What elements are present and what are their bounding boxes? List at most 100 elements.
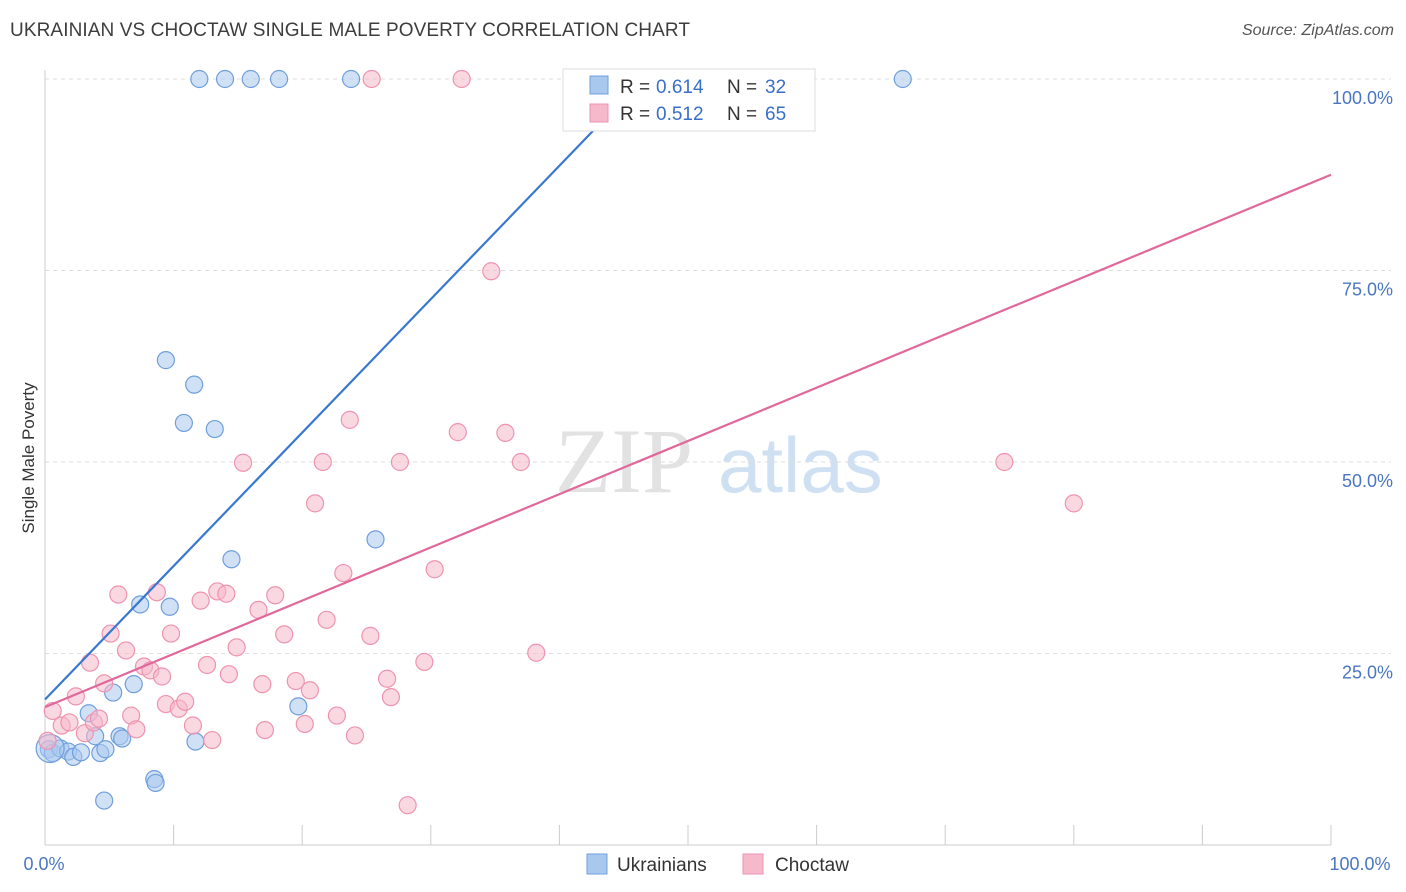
choctaw-point-23 xyxy=(183,716,202,735)
choctaw-point-57 xyxy=(482,262,501,281)
choctaw-point-43 xyxy=(327,706,347,725)
ukrainians-point-5 xyxy=(71,743,91,762)
y-tick-label-2: 75.0% xyxy=(1342,280,1393,300)
ukrainians-point-17 xyxy=(146,773,165,793)
x-tick-label-max: 100.0% xyxy=(1329,854,1390,874)
y-tick-label-0: 25.0% xyxy=(1342,663,1393,683)
choctaw-point-63 xyxy=(1064,494,1083,513)
ukrainians-legend-icon xyxy=(586,853,608,875)
legend-r-label-ukrainians: R = xyxy=(620,77,650,98)
correlation-legend: R = 0.614 N = 32 R = 0.512 N = 65 xyxy=(562,68,816,132)
ukrainians-point-9 xyxy=(96,740,115,759)
ukrainians-point-30 xyxy=(341,69,361,89)
choctaw-point-42 xyxy=(317,610,336,629)
choctaw-point-12 xyxy=(116,641,136,660)
legend-n-label-ukrainians: N = xyxy=(727,77,757,98)
choctaw-point-28 xyxy=(217,584,236,603)
ukrainians-point-24 xyxy=(205,419,224,439)
choctaw-point-25 xyxy=(197,655,217,675)
choctaw-point-52 xyxy=(398,796,417,815)
ukrainians-point-15 xyxy=(131,595,150,614)
choctaw-point-40 xyxy=(305,494,325,513)
choctaw-point-31 xyxy=(233,453,253,472)
y-tick-label-3: 100.0% xyxy=(1332,88,1393,108)
choctaw-point-6 xyxy=(80,653,100,672)
choctaw-point-11 xyxy=(109,585,128,604)
choctaw-point-60 xyxy=(527,643,546,662)
choctaw-point-54 xyxy=(425,560,444,579)
watermark: ZIP atlas xyxy=(555,410,883,512)
choctaw-point-49 xyxy=(377,669,397,688)
choctaw-point-47 xyxy=(361,626,380,645)
choctaw-point-17 xyxy=(147,583,166,602)
ukrainians-point-26 xyxy=(222,550,241,569)
choctaw-point-29 xyxy=(219,665,238,684)
ukrainians-point-29 xyxy=(289,697,308,716)
legend-label-ukrainians: Ukrainians xyxy=(617,855,707,876)
choctaw-point-59 xyxy=(511,452,530,472)
choctaw-point-48 xyxy=(362,69,381,89)
x-tick-label-min: 0.0% xyxy=(23,854,64,874)
watermark-atlas: atlas xyxy=(718,421,883,509)
y-tick-labels: 25.0% 50.0% 75.0% 100.0% xyxy=(1332,88,1393,683)
ukrainians-point-25 xyxy=(215,69,235,89)
ukrainians-point-10 xyxy=(95,791,114,810)
choctaw-point-34 xyxy=(255,720,275,740)
choctaw-point-46 xyxy=(345,726,365,745)
choctaw-point-50 xyxy=(381,688,401,707)
ukrainians-point-21 xyxy=(185,375,204,394)
choctaw-point-10 xyxy=(101,624,120,643)
choctaw-trend-line xyxy=(44,173,1332,709)
ukrainians-point-32 xyxy=(893,69,912,89)
choctaw-point-56 xyxy=(452,69,471,89)
ukrainians-swatch-icon xyxy=(589,75,609,95)
gridlines xyxy=(45,78,1391,654)
choctaw-point-51 xyxy=(390,452,410,472)
ukrainians-point-22 xyxy=(186,732,205,751)
legend-n-value-choctaw: 65 xyxy=(765,104,786,125)
choctaw-point-18 xyxy=(152,667,172,686)
choctaw-point-45 xyxy=(340,410,359,429)
choctaw-point-20 xyxy=(161,624,181,643)
choctaw-point-36 xyxy=(275,625,294,644)
chart-title: UKRAINIAN VS CHOCTAW SINGLE MALE POVERTY… xyxy=(10,20,691,41)
choctaw-point-58 xyxy=(496,423,515,442)
ukrainians-point-19 xyxy=(160,597,179,616)
legend-r-label-choctaw: R = xyxy=(620,104,650,125)
ukrainians-point-14 xyxy=(124,675,143,694)
choctaw-point-3 xyxy=(60,713,79,732)
source-credit: Source: ZipAtlas.com xyxy=(1241,22,1394,39)
ukrainians-point-27 xyxy=(241,69,260,89)
watermark-zip: ZIP xyxy=(555,410,693,512)
choctaw-point-37 xyxy=(286,671,305,691)
choctaw-point-14 xyxy=(127,720,146,739)
legend-r-value-ukrainians: 0.614 xyxy=(656,77,704,98)
ukrainians-trend-line xyxy=(44,78,644,701)
y-tick-label-1: 50.0% xyxy=(1342,471,1393,491)
legend-n-label-choctaw: N = xyxy=(727,104,757,125)
choctaw-point-24 xyxy=(191,591,210,610)
y-axis-label: Single Male Poverty xyxy=(19,382,38,534)
choctaw-point-62 xyxy=(995,452,1014,472)
legend-label-choctaw: Choctaw xyxy=(775,855,849,876)
choctaw-point-53 xyxy=(415,652,434,672)
choctaw-point-55 xyxy=(448,423,467,442)
series-legend: Ukrainians Choctaw xyxy=(586,853,849,876)
choctaw-point-8 xyxy=(89,709,109,728)
ukrainians-point-28 xyxy=(269,69,289,89)
choctaw-swatch-icon xyxy=(589,103,609,123)
choctaw-point-41 xyxy=(313,452,332,472)
x-axis-ticks xyxy=(44,825,1332,845)
choctaw-point-33 xyxy=(253,675,272,694)
legend-r-value-choctaw: 0.512 xyxy=(656,104,704,125)
ukrainians-point-13 xyxy=(113,729,132,748)
choctaw-point-0 xyxy=(38,731,57,750)
ukrainians-point-20 xyxy=(174,413,193,433)
choctaw-point-35 xyxy=(266,586,285,605)
legend-n-value-ukrainians: 32 xyxy=(765,77,786,98)
choctaw-point-39 xyxy=(300,681,320,700)
choctaw-point-22 xyxy=(176,692,195,711)
choctaw-point-26 xyxy=(203,730,222,750)
ukrainians-point-18 xyxy=(156,351,175,370)
